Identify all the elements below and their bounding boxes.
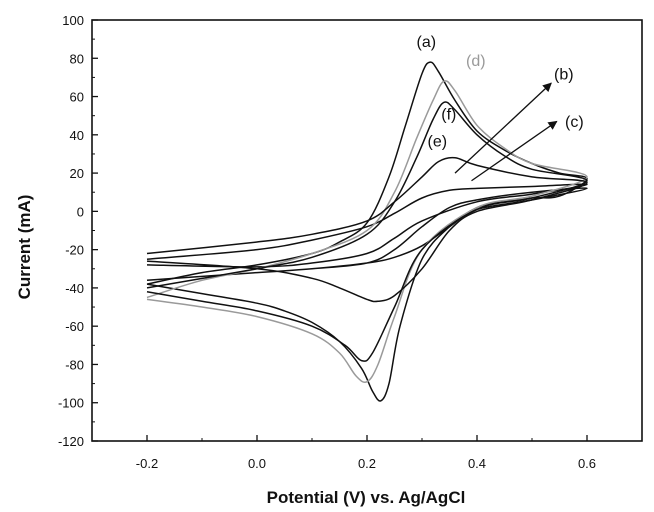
x-axis-title: Potential (V) vs. Ag/AgCl [267, 488, 466, 507]
y-tick-label: 100 [62, 13, 84, 28]
y-tick-label: 40 [70, 128, 84, 143]
series-curve-d [146, 80, 588, 384]
y-tick-label: -20 [65, 243, 84, 258]
curve-label-f: (f) [441, 107, 456, 124]
x-tick-label: 0.0 [248, 456, 266, 471]
x-tick-label: 0.4 [468, 456, 486, 471]
x-tick-label: 0.6 [578, 456, 596, 471]
curve-label-c: (c) [565, 114, 584, 131]
trend-arrow [454, 82, 552, 174]
y-tick-label: -120 [58, 434, 84, 449]
series-curve-c [146, 183, 588, 268]
curves [146, 61, 588, 402]
series-curve-e [146, 156, 588, 303]
y-tick-label: -40 [65, 281, 84, 296]
curve-label-e: (e) [428, 133, 448, 150]
curve-labels: (a) (d) (b) (f) (c) (e) [417, 34, 584, 151]
series-curve-a [146, 61, 588, 402]
trend-arrow [471, 120, 558, 182]
x-tick-label: -0.2 [136, 456, 158, 471]
axis-ticks: -0.2 0.0 0.2 0.4 0.6 100 80 60 40 20 0 -20 -40 -60 -80… [58, 13, 643, 471]
series-curve-b [146, 187, 588, 282]
y-tick-label: 20 [70, 166, 84, 181]
y-tick-label: 60 [70, 90, 84, 105]
y-axis-title: Current (mA) [15, 195, 34, 300]
y-tick-label: 80 [70, 51, 84, 66]
series-curve-f [146, 101, 588, 362]
curve-label-d: (d) [466, 53, 486, 70]
y-tick-label: -80 [65, 357, 84, 372]
arrows [454, 82, 558, 182]
y-tick-label: -100 [58, 396, 84, 411]
x-tick-label: 0.2 [358, 456, 376, 471]
y-tick-label: -60 [65, 319, 84, 334]
y-tick-label: 0 [77, 204, 84, 219]
curve-label-a: (a) [417, 34, 437, 51]
curve-label-b: (b) [554, 66, 574, 83]
